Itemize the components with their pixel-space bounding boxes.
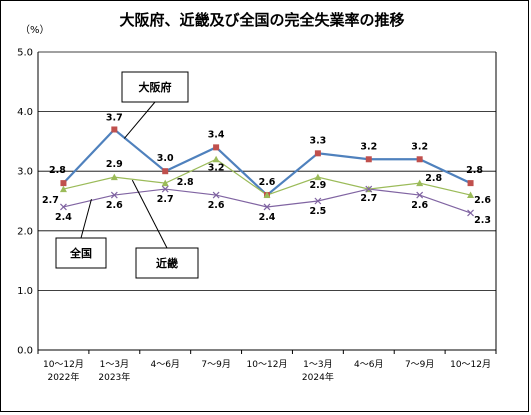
series-point: [212, 155, 220, 163]
data-label: 3.2: [411, 141, 428, 152]
callout-leader: [80, 198, 92, 239]
data-label: 2.7: [157, 194, 174, 205]
y-tick-label: 0.0: [17, 346, 33, 357]
series-point: [467, 191, 475, 199]
series-point: [263, 191, 271, 199]
data-label: 2.9: [309, 180, 326, 191]
callout-label: 大阪府: [139, 80, 172, 94]
data-label: 2.8: [425, 173, 442, 184]
series-point: [365, 185, 373, 193]
x-tick-label: 7～9月: [201, 359, 230, 370]
x-tick-label: 1～3月: [303, 359, 332, 370]
series-point: [416, 179, 424, 187]
data-label: 2.6: [208, 200, 225, 211]
series-point: [110, 173, 118, 181]
data-label: 2.9: [106, 159, 123, 170]
series-point: [212, 191, 220, 199]
x-year-label: 2023年: [98, 371, 130, 383]
series-point: [60, 203, 67, 211]
series-point: [162, 168, 169, 175]
series-point: [59, 185, 67, 193]
y-axis-unit: （%）: [20, 24, 50, 36]
y-tick-label: 1.0: [17, 286, 33, 297]
x-tick-label: 10～12月: [247, 359, 288, 370]
series-callout: 近畿: [131, 179, 199, 279]
data-label: 2.8: [49, 165, 66, 176]
data-label: 2.4: [259, 212, 276, 223]
data-labels: 2.83.73.03.42.63.33.2 3.22.82.72.92.83.22…: [42, 112, 491, 225]
data-label: 2.6: [106, 200, 123, 211]
series-point: [467, 180, 474, 187]
y-tick-label: 2.0: [17, 226, 33, 237]
data-label: 3.2: [208, 162, 225, 173]
data-label: 2.8: [177, 177, 194, 188]
callout-label: 近畿: [156, 256, 178, 270]
x-year-label: 2024年: [302, 371, 334, 383]
y-tick-label: 3.0: [17, 167, 33, 178]
data-label: 2.8: [466, 165, 483, 176]
series-point: [314, 173, 322, 181]
x-tick-label: 10～12月: [43, 359, 84, 370]
chart-title: 大阪府、近畿及び全国の完全失業率の推移: [119, 11, 404, 29]
axes: [37, 52, 497, 354]
data-label: 3.7: [106, 112, 123, 123]
data-label: 2.6: [411, 200, 428, 211]
data-label: 3.2: [360, 141, 377, 152]
series-point: [213, 144, 220, 151]
series-point: [263, 203, 271, 211]
callout-box: [55, 237, 107, 269]
series-point: [110, 191, 118, 199]
series-point: [161, 185, 169, 193]
y-tick-label: 5.0: [17, 48, 33, 59]
series-point: [60, 180, 67, 187]
callout-label: 全国: [69, 246, 92, 260]
series-callout: 全国: [55, 198, 107, 269]
series-markers: [59, 126, 475, 217]
data-label: 2.3: [474, 215, 491, 226]
data-label: 2.4: [55, 212, 72, 223]
callout-leader: [123, 101, 156, 139]
data-label: 2.6: [259, 177, 276, 188]
data-label: 3.3: [309, 135, 326, 146]
x-tick-label: 4～6月: [354, 359, 383, 370]
data-label: 2.7: [42, 195, 59, 206]
x-year-label: 2022年: [47, 371, 79, 383]
x-tick-label: 4～6月: [150, 359, 179, 370]
callout-box: [121, 71, 189, 103]
series-point: [365, 156, 372, 163]
x-tick-label: 10～12月: [450, 359, 491, 370]
series-point: [161, 179, 169, 187]
series-point: [314, 197, 322, 205]
data-label: 3.0: [157, 153, 174, 164]
y-tick-label: 4.0: [17, 107, 33, 118]
series-point: [111, 126, 118, 133]
callout-leader: [131, 179, 168, 249]
data-label: 2.7: [360, 193, 377, 204]
series-point: [314, 150, 321, 157]
y-ticks: 0.0 1.0 2.0 3.0 4.0 5.0: [17, 48, 33, 357]
series-point: [467, 209, 474, 217]
series-point: [416, 156, 423, 163]
data-label: 3.4: [208, 129, 225, 140]
callout-box: [135, 247, 199, 279]
data-label: 2.5: [309, 206, 326, 217]
series-callout: 大阪府: [121, 71, 189, 139]
x-tick-label: 1～3月: [100, 359, 129, 370]
data-label: 2.6: [474, 195, 491, 206]
x-tick-label: 7～9月: [405, 359, 434, 370]
series-point: [416, 191, 424, 199]
